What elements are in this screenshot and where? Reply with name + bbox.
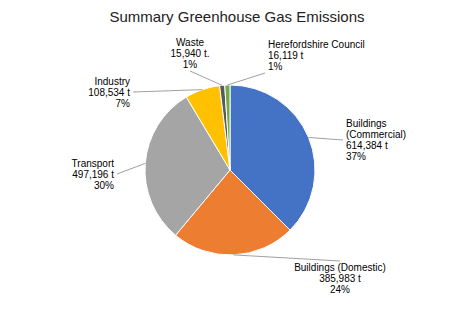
slice-label: Waste15,940 t.1% bbox=[171, 37, 210, 70]
title: Summary Greenhouse Gas Emissions bbox=[109, 8, 364, 25]
slice-label: Industry108,534 t7% bbox=[88, 76, 130, 109]
slice bbox=[186, 86, 230, 170]
slice bbox=[220, 85, 230, 170]
leader-line bbox=[234, 255, 340, 261]
slice-label: Herefordshire Council16,119 t1% bbox=[268, 39, 365, 72]
leader-line bbox=[190, 71, 222, 85]
leader-line bbox=[309, 137, 343, 140]
leader-line bbox=[117, 163, 145, 174]
pie bbox=[145, 85, 315, 255]
labels: Buildings(Commercial)614,384 t37% Buildin… bbox=[72, 37, 406, 295]
leader-line bbox=[133, 90, 202, 92]
slice-label: Transport497,196 t30% bbox=[72, 158, 115, 191]
slice-label: Buildings(Commercial)614,384 t37% bbox=[346, 118, 406, 162]
leader-line bbox=[227, 73, 265, 85]
chart: Summary Greenhouse Gas Emissions Building… bbox=[0, 0, 474, 314]
slice bbox=[225, 85, 230, 170]
slice-label: Buildings (Domestic)385,983 t24% bbox=[294, 262, 386, 295]
